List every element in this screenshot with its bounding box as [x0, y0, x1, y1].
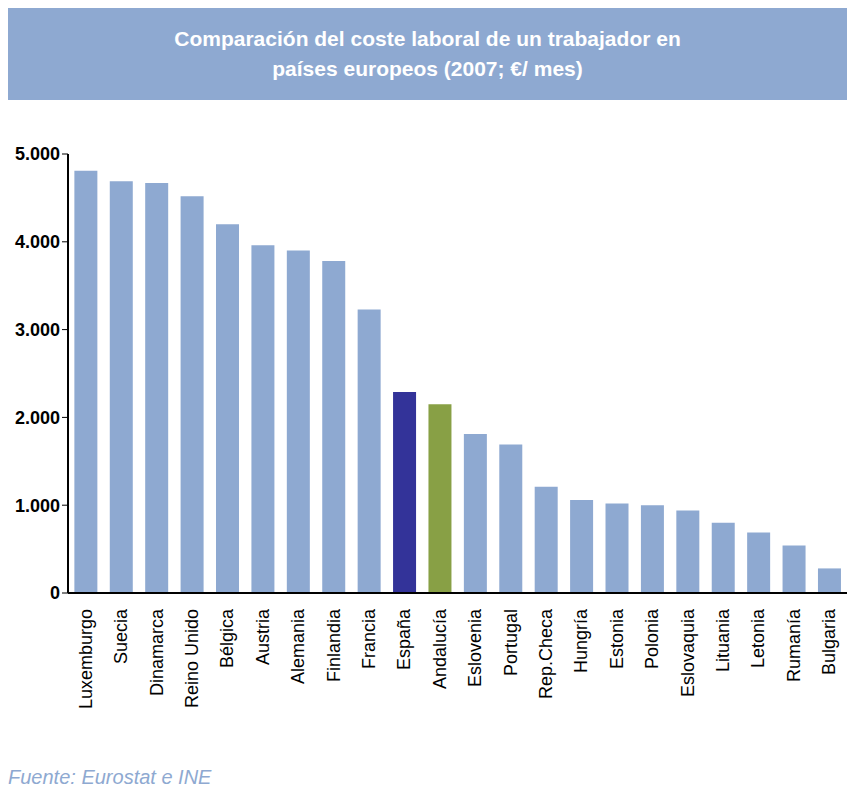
svg-text:3.000: 3.000 — [15, 320, 60, 340]
svg-text:España: España — [394, 608, 414, 670]
svg-text:0: 0 — [50, 583, 60, 603]
svg-text:Andalucía: Andalucía — [430, 608, 450, 689]
svg-text:Polonia: Polonia — [642, 608, 662, 669]
svg-text:Luxemburgo: Luxemburgo — [76, 609, 96, 709]
svg-text:Francia: Francia — [359, 608, 379, 669]
svg-text:Dinamarca: Dinamarca — [147, 608, 167, 696]
svg-text:Austria: Austria — [253, 608, 273, 665]
svg-text:Portugal: Portugal — [501, 609, 521, 676]
svg-text:Hungría: Hungría — [571, 608, 591, 673]
svg-text:5.000: 5.000 — [15, 144, 60, 164]
svg-text:Bélgica: Bélgica — [217, 608, 237, 668]
svg-text:1.000: 1.000 — [15, 496, 60, 516]
html-text:Comparación del coste laboral: Comparación del coste laboral de un trab… — [174, 27, 681, 80]
svg-text:Suecia: Suecia — [111, 608, 131, 664]
svg-text:Rumanía: Rumanía — [784, 608, 804, 682]
svg-text:4.000: 4.000 — [15, 232, 60, 252]
html-text:Fuente: Eurostat e INE: Fuente: Eurostat e INE — [8, 766, 212, 788]
svg-text:Finlandia: Finlandia — [324, 608, 344, 682]
svg-text:Bulgaria: Bulgaria — [819, 608, 839, 675]
svg-text:Letonia: Letonia — [748, 608, 768, 668]
svg-text:Alemania: Alemania — [288, 608, 308, 684]
svg-text:Rep.Checa: Rep.Checa — [536, 608, 556, 699]
svg-text:Lituania: Lituania — [713, 608, 733, 672]
svg-text:Reino Unido: Reino Unido — [182, 609, 202, 708]
svg-text:Estonia: Estonia — [607, 608, 627, 669]
svg-text:Eslovaquia: Eslovaquia — [678, 608, 698, 697]
svg-text:2.000: 2.000 — [15, 408, 60, 428]
svg-text:Eslovenia: Eslovenia — [465, 608, 485, 687]
